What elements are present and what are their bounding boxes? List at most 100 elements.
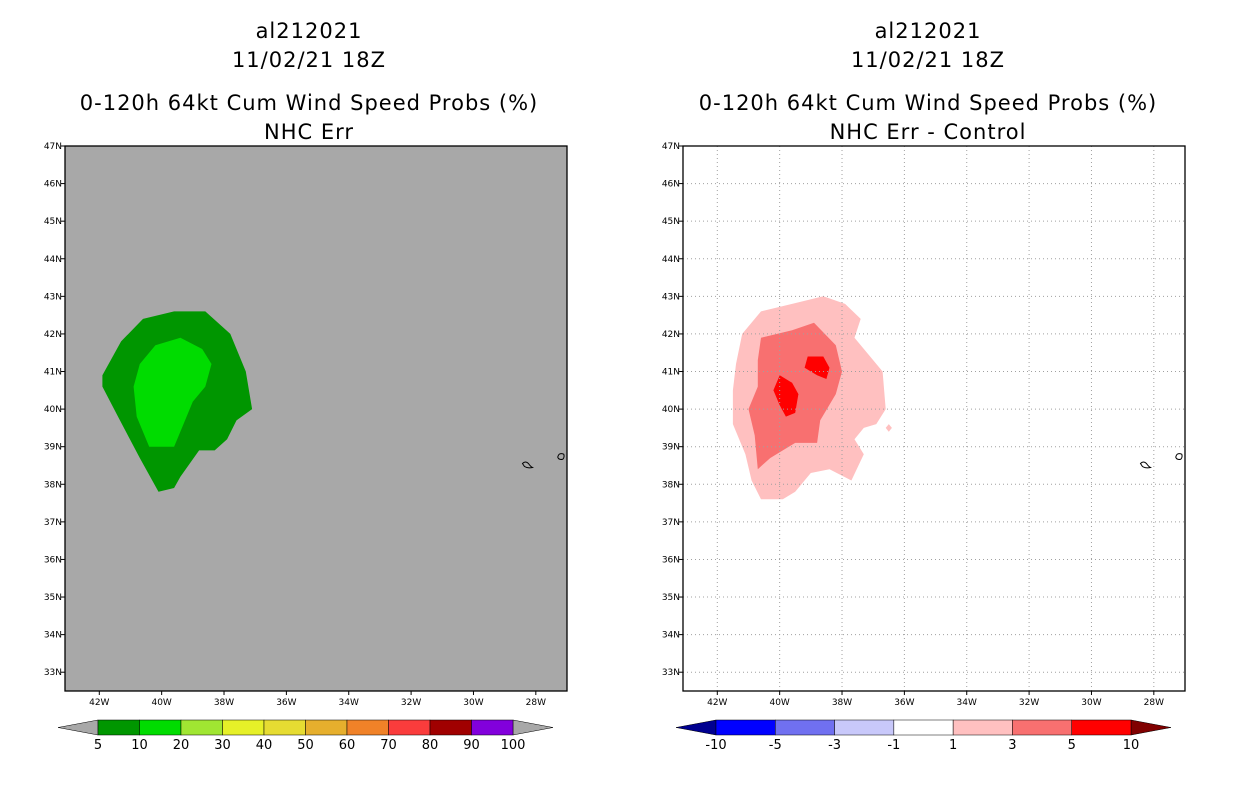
island-outline: [1139, 461, 1152, 469]
colorbar-label: 40: [256, 738, 273, 753]
y-tick-label: 36N: [44, 555, 62, 565]
y-tick-label: 37N: [44, 518, 62, 528]
colorbar-label: -10: [705, 738, 726, 753]
y-tick-label: 34N: [662, 631, 680, 641]
date-title: 11/02/21 18Z: [232, 48, 386, 72]
y-tick-label: 43N: [662, 292, 680, 302]
colorbar-swatch: [388, 719, 431, 736]
y-tick-label: 34N: [44, 631, 62, 641]
colorbar-label: 30: [214, 738, 231, 753]
colorbar-swatch: [952, 719, 1013, 736]
colorbar-swatch: [97, 719, 140, 736]
y-tick-label: 46N: [44, 180, 62, 190]
colorbar-swatch: [263, 719, 306, 736]
colorbar-label: 5: [94, 738, 102, 753]
colorbar-label: 10: [131, 738, 148, 753]
y-tick-label: 46N: [662, 180, 680, 190]
y-tick-label: 38N: [44, 480, 62, 490]
x-tick-label: 28W: [526, 698, 546, 708]
colorbar-swatch: [346, 719, 389, 736]
y-tick-label: 38N: [662, 480, 680, 490]
island-outline: [521, 461, 534, 469]
x-tick-label: 38W: [214, 698, 234, 708]
product-title: 0-120h 64kt Cum Wind Speed Probs (%): [80, 91, 538, 115]
x-tick-label: 30W: [463, 698, 483, 708]
colorbar-swatch: [471, 719, 514, 736]
x-tick-label: 28W: [1144, 698, 1164, 708]
y-tick-label: 40N: [44, 405, 62, 415]
x-tick-label: 42W: [707, 698, 727, 708]
y-tick-label: 39N: [662, 443, 680, 453]
colorbar-label: 80: [422, 738, 439, 753]
y-tick-label: 39N: [44, 443, 62, 453]
panel-right: al212021 11/02/21 18Z 0-120h 64kt Cum Wind…: [662, 19, 1186, 753]
colorbar-label: 70: [380, 738, 397, 753]
colorbar-label: 60: [339, 738, 356, 753]
colorbar-swatch: [775, 719, 835, 736]
colorbar-swatch: [1012, 719, 1072, 736]
contour-1-3-4: [885, 424, 892, 432]
product-title: 0-120h 64kt Cum Wind Speed Probs (%): [699, 91, 1157, 115]
y-tick-label: 44N: [662, 255, 680, 265]
colorbar-swatch: [222, 719, 265, 736]
y-tick-label: 45N: [662, 217, 680, 227]
colorbar-label: 10: [1123, 738, 1140, 753]
x-tick-label: 32W: [1019, 698, 1039, 708]
colorbar-swatch: [715, 719, 776, 736]
y-tick-label: 36N: [662, 555, 680, 565]
colorbar-label: 20: [173, 738, 190, 753]
x-tick-label: 38W: [832, 698, 852, 708]
y-tick-label: 41N: [662, 368, 680, 378]
map-area: [102, 311, 565, 492]
contour-5-10-2: [773, 375, 799, 417]
y-tick-label: 40N: [662, 405, 680, 415]
y-tick-label: 37N: [662, 518, 680, 528]
colorbar-label: 5: [1068, 738, 1076, 753]
colorbar-label: 3: [1008, 738, 1016, 753]
y-tick-label: 44N: [44, 255, 62, 265]
x-tick-label: 40W: [151, 698, 171, 708]
x-tick-label: 40W: [769, 698, 789, 708]
plot-frame: [64, 145, 568, 692]
colorbar-low-arrow: [675, 719, 717, 736]
colorbar-label: 100: [501, 738, 526, 753]
y-tick-label: 35N: [44, 593, 62, 603]
colorbar-swatch: [139, 719, 182, 736]
y-tick-label: 47N: [662, 142, 680, 152]
colorbar-swatch: [305, 719, 348, 736]
colorbar: -10 -5 -3 -1 1 3 5 10: [675, 719, 1172, 753]
y-tick-label: 42N: [662, 330, 680, 340]
colorbar: 5 10 20 30 40 50 60 70 80 90 100: [57, 719, 554, 753]
storm-id-title: al212021: [875, 19, 982, 43]
y-tick-label: 45N: [44, 217, 62, 227]
contour-5-10-3: [804, 356, 830, 379]
x-tick-label: 34W: [339, 698, 359, 708]
colorbar-label: -1: [887, 738, 900, 753]
colorbar-label: 1: [949, 738, 957, 753]
colorbar-label: -5: [769, 738, 782, 753]
y-tick-label: 47N: [44, 142, 62, 152]
colorbar-label: 90: [463, 738, 480, 753]
x-tick-label: 34W: [957, 698, 977, 708]
colorbar-swatch: [429, 719, 472, 736]
storm-id-title: al212021: [256, 19, 363, 43]
x-tick-label: 42W: [89, 698, 109, 708]
colorbar-swatch: [1071, 719, 1132, 736]
date-title: 11/02/21 18Z: [851, 48, 1005, 72]
colorbar-label: -3: [828, 738, 841, 753]
y-tick-label: 42N: [44, 330, 62, 340]
y-tick-label: 41N: [44, 368, 62, 378]
x-tick-label: 36W: [894, 698, 914, 708]
subtitle: NHC Err: [264, 120, 354, 144]
y-tick-label: 33N: [662, 668, 680, 678]
contour-10-20-1: [133, 337, 212, 447]
y-tick-label: 33N: [44, 668, 62, 678]
island-outline: [1175, 453, 1183, 460]
colorbar-high-arrow: [1130, 719, 1172, 736]
colorbar-high-arrow: [512, 719, 554, 736]
plot-frame: [682, 145, 1186, 692]
colorbar-swatch: [834, 719, 895, 736]
colorbar-swatch: [180, 719, 223, 736]
y-tick-label: 43N: [44, 292, 62, 302]
